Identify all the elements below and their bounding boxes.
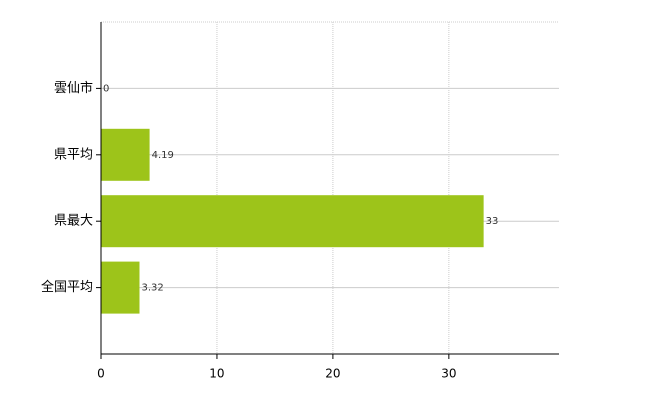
bar — [101, 195, 484, 248]
x-tick-label: 30 — [441, 367, 456, 381]
x-tick-label: 0 — [97, 367, 105, 381]
value-label: 4.19 — [152, 150, 174, 161]
bar — [101, 261, 140, 314]
y-tick-label: 雲仙市 — [54, 80, 93, 96]
x-tick-label: 20 — [325, 367, 340, 381]
y-tick-label: 全国平均 — [41, 279, 93, 295]
y-tick-label: 県平均 — [54, 147, 93, 162]
value-label: 3.32 — [141, 283, 163, 294]
value-label: 33 — [486, 216, 499, 227]
value-label: 0 — [103, 83, 109, 94]
bar — [101, 128, 150, 181]
x-tick-label: 10 — [209, 367, 224, 381]
y-tick-label: 県最大 — [54, 214, 93, 229]
